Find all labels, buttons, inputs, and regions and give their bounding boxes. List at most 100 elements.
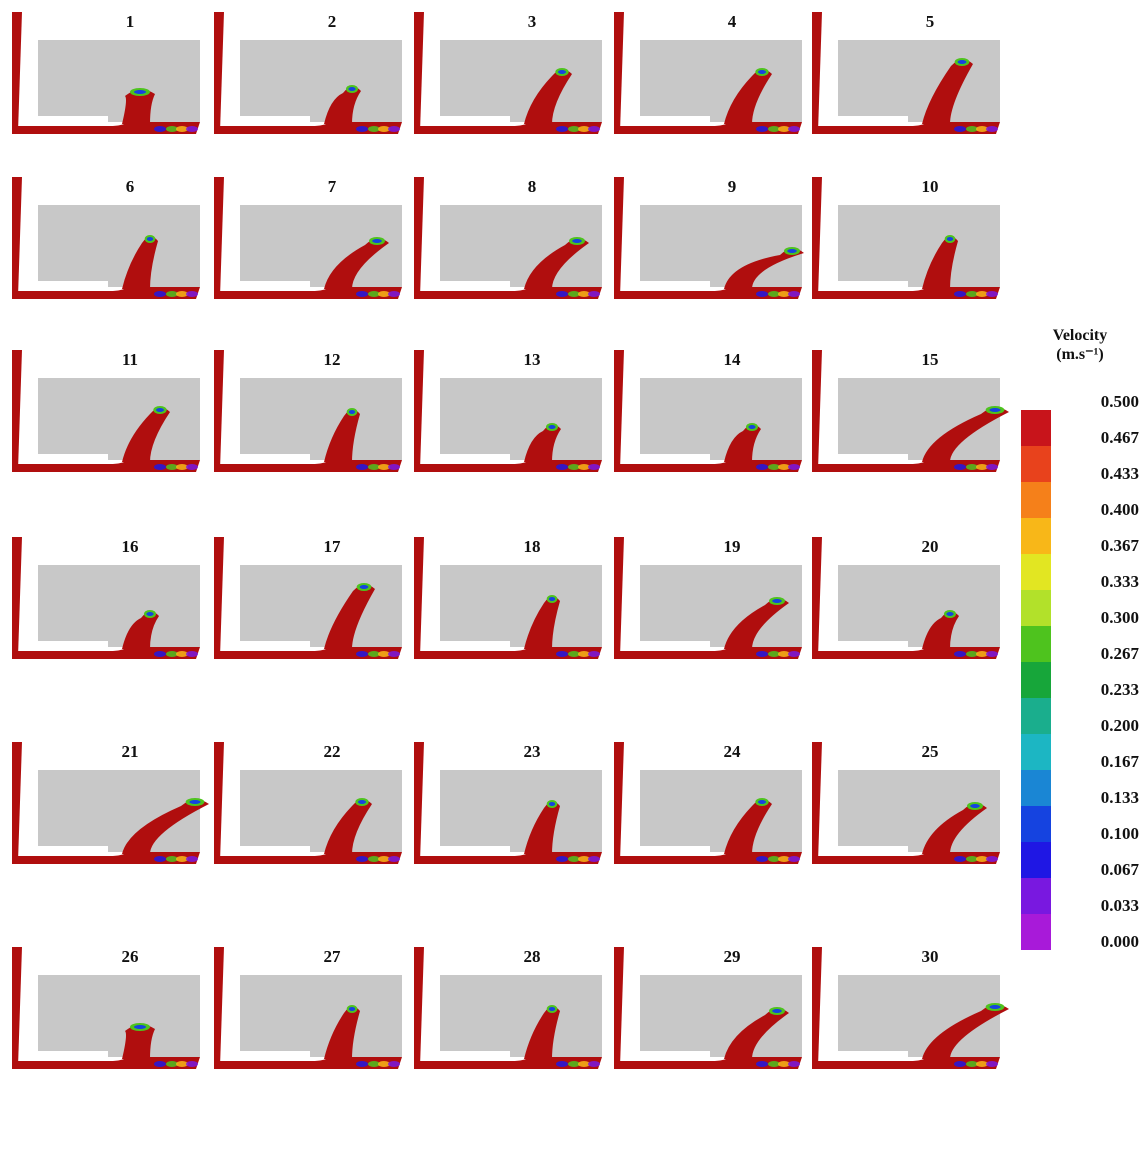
- rising-jet: [724, 248, 804, 289]
- rising-jet: [122, 611, 159, 649]
- turbulence-spot: [976, 126, 988, 132]
- legend-color-segment: [1021, 914, 1051, 950]
- turbulence-spot: [186, 464, 198, 470]
- turbulence-spot: [186, 126, 198, 132]
- inlet-stream: [214, 177, 224, 297]
- tundish-flow-field: [214, 12, 402, 134]
- turbulence-spot: [556, 651, 568, 657]
- inlet-stream: [12, 350, 22, 470]
- frame-number: 30: [921, 947, 939, 966]
- white-gap: [422, 846, 510, 854]
- turbulence-spot: [976, 291, 988, 297]
- turbulence-spot: [166, 291, 178, 297]
- turbulence-spot: [388, 126, 400, 132]
- frame-number: 2: [327, 12, 337, 31]
- jet-tip-core: [772, 599, 782, 603]
- tundish-flow-field: [12, 12, 200, 134]
- white-gap: [622, 1051, 710, 1059]
- turbulence-spot: [966, 651, 978, 657]
- simulation-frame-13: 13: [412, 348, 612, 523]
- inlet-stream: [214, 537, 224, 657]
- turbulence-spot: [976, 1061, 988, 1067]
- turbulence-spot: [186, 291, 198, 297]
- turbulence-spot: [356, 856, 368, 862]
- bottom-stream: [414, 287, 602, 299]
- inlet-stream: [614, 177, 624, 297]
- white-gap: [820, 281, 908, 289]
- turbulence-spot: [378, 1061, 390, 1067]
- obstacle-region: [640, 205, 802, 287]
- obstacle-region: [38, 565, 200, 647]
- turbulence-spot: [778, 464, 790, 470]
- jet-tip-core: [348, 410, 356, 414]
- white-gap: [622, 641, 710, 649]
- white-gap: [820, 846, 908, 854]
- turbulence-spot: [976, 856, 988, 862]
- legend-tick-label: 0.000: [1100, 932, 1139, 951]
- obstacle-region: [440, 770, 602, 852]
- bottom-stream: [12, 852, 200, 864]
- tundish-flow-field: [414, 537, 602, 659]
- legend-color-segment: [1021, 446, 1051, 482]
- white-gap: [222, 281, 310, 289]
- turbulence-spot: [568, 291, 580, 297]
- legend-title: Velocity (m.s⁻¹): [1035, 326, 1125, 364]
- legend-tick-label: 0.233: [1100, 680, 1139, 699]
- inlet-stream: [614, 350, 624, 470]
- bottom-stream: [214, 460, 402, 472]
- turbulence-spot: [154, 464, 166, 470]
- turbulence-spot: [954, 126, 966, 132]
- white-gap: [222, 846, 310, 854]
- bottom-stream: [12, 460, 200, 472]
- simulation-frame-25: 25: [810, 740, 1010, 915]
- rising-jet: [324, 799, 372, 854]
- obstacle-region: [38, 975, 200, 1057]
- obstacle-region: [440, 565, 602, 647]
- jet-tip-core: [548, 597, 556, 601]
- legend-tick-label: 0.367: [1100, 536, 1139, 555]
- inlet-stream: [214, 350, 224, 470]
- bottom-stream: [12, 647, 200, 659]
- tundish-flow-field: [614, 537, 802, 659]
- turbulence-spot: [368, 291, 380, 297]
- turbulence-spot: [578, 1061, 590, 1067]
- frame-number: 21: [121, 742, 139, 761]
- legend-color-segment: [1021, 662, 1051, 698]
- inlet-stream: [614, 537, 624, 657]
- turbulence-spot: [368, 856, 380, 862]
- bottom-stream: [812, 122, 1000, 134]
- frame-number: 6: [125, 177, 135, 196]
- turbulence-spot: [578, 651, 590, 657]
- rising-jet: [524, 596, 560, 649]
- turbulence-spot: [166, 651, 178, 657]
- simulation-frame-2: 2: [212, 10, 412, 185]
- turbulence-spot: [768, 1061, 780, 1067]
- tundish-flow-field: [414, 742, 602, 864]
- turbulence-spot: [986, 126, 998, 132]
- simulation-frame-23: 23: [412, 740, 612, 915]
- turbulence-spot: [954, 651, 966, 657]
- legend-color-segment: [1021, 842, 1051, 878]
- frame-number: 15: [921, 350, 939, 369]
- rising-jet: [324, 86, 361, 124]
- turbulence-spot: [986, 464, 998, 470]
- turbulence-spot: [154, 1061, 166, 1067]
- turbulence-spot: [756, 1061, 768, 1067]
- turbulence-spot: [154, 291, 166, 297]
- turbulence-spot: [356, 126, 368, 132]
- inlet-stream: [812, 742, 822, 862]
- simulation-frame-9: 9: [612, 175, 812, 350]
- turbulence-spot: [966, 1061, 978, 1067]
- obstacle-region: [640, 378, 802, 460]
- jet-tip-core: [946, 237, 954, 241]
- turbulence-spot: [368, 1061, 380, 1067]
- simulation-frame-30: 30: [810, 945, 1010, 1120]
- inlet-stream: [12, 177, 22, 297]
- rising-jet: [922, 407, 1009, 462]
- turbulence-spot: [588, 126, 600, 132]
- legend-color-segment: [1021, 734, 1051, 770]
- inlet-stream: [12, 12, 22, 132]
- bottom-stream: [812, 287, 1000, 299]
- legend-tick-label: 0.167: [1100, 752, 1139, 771]
- tundish-flow-field: [214, 177, 402, 299]
